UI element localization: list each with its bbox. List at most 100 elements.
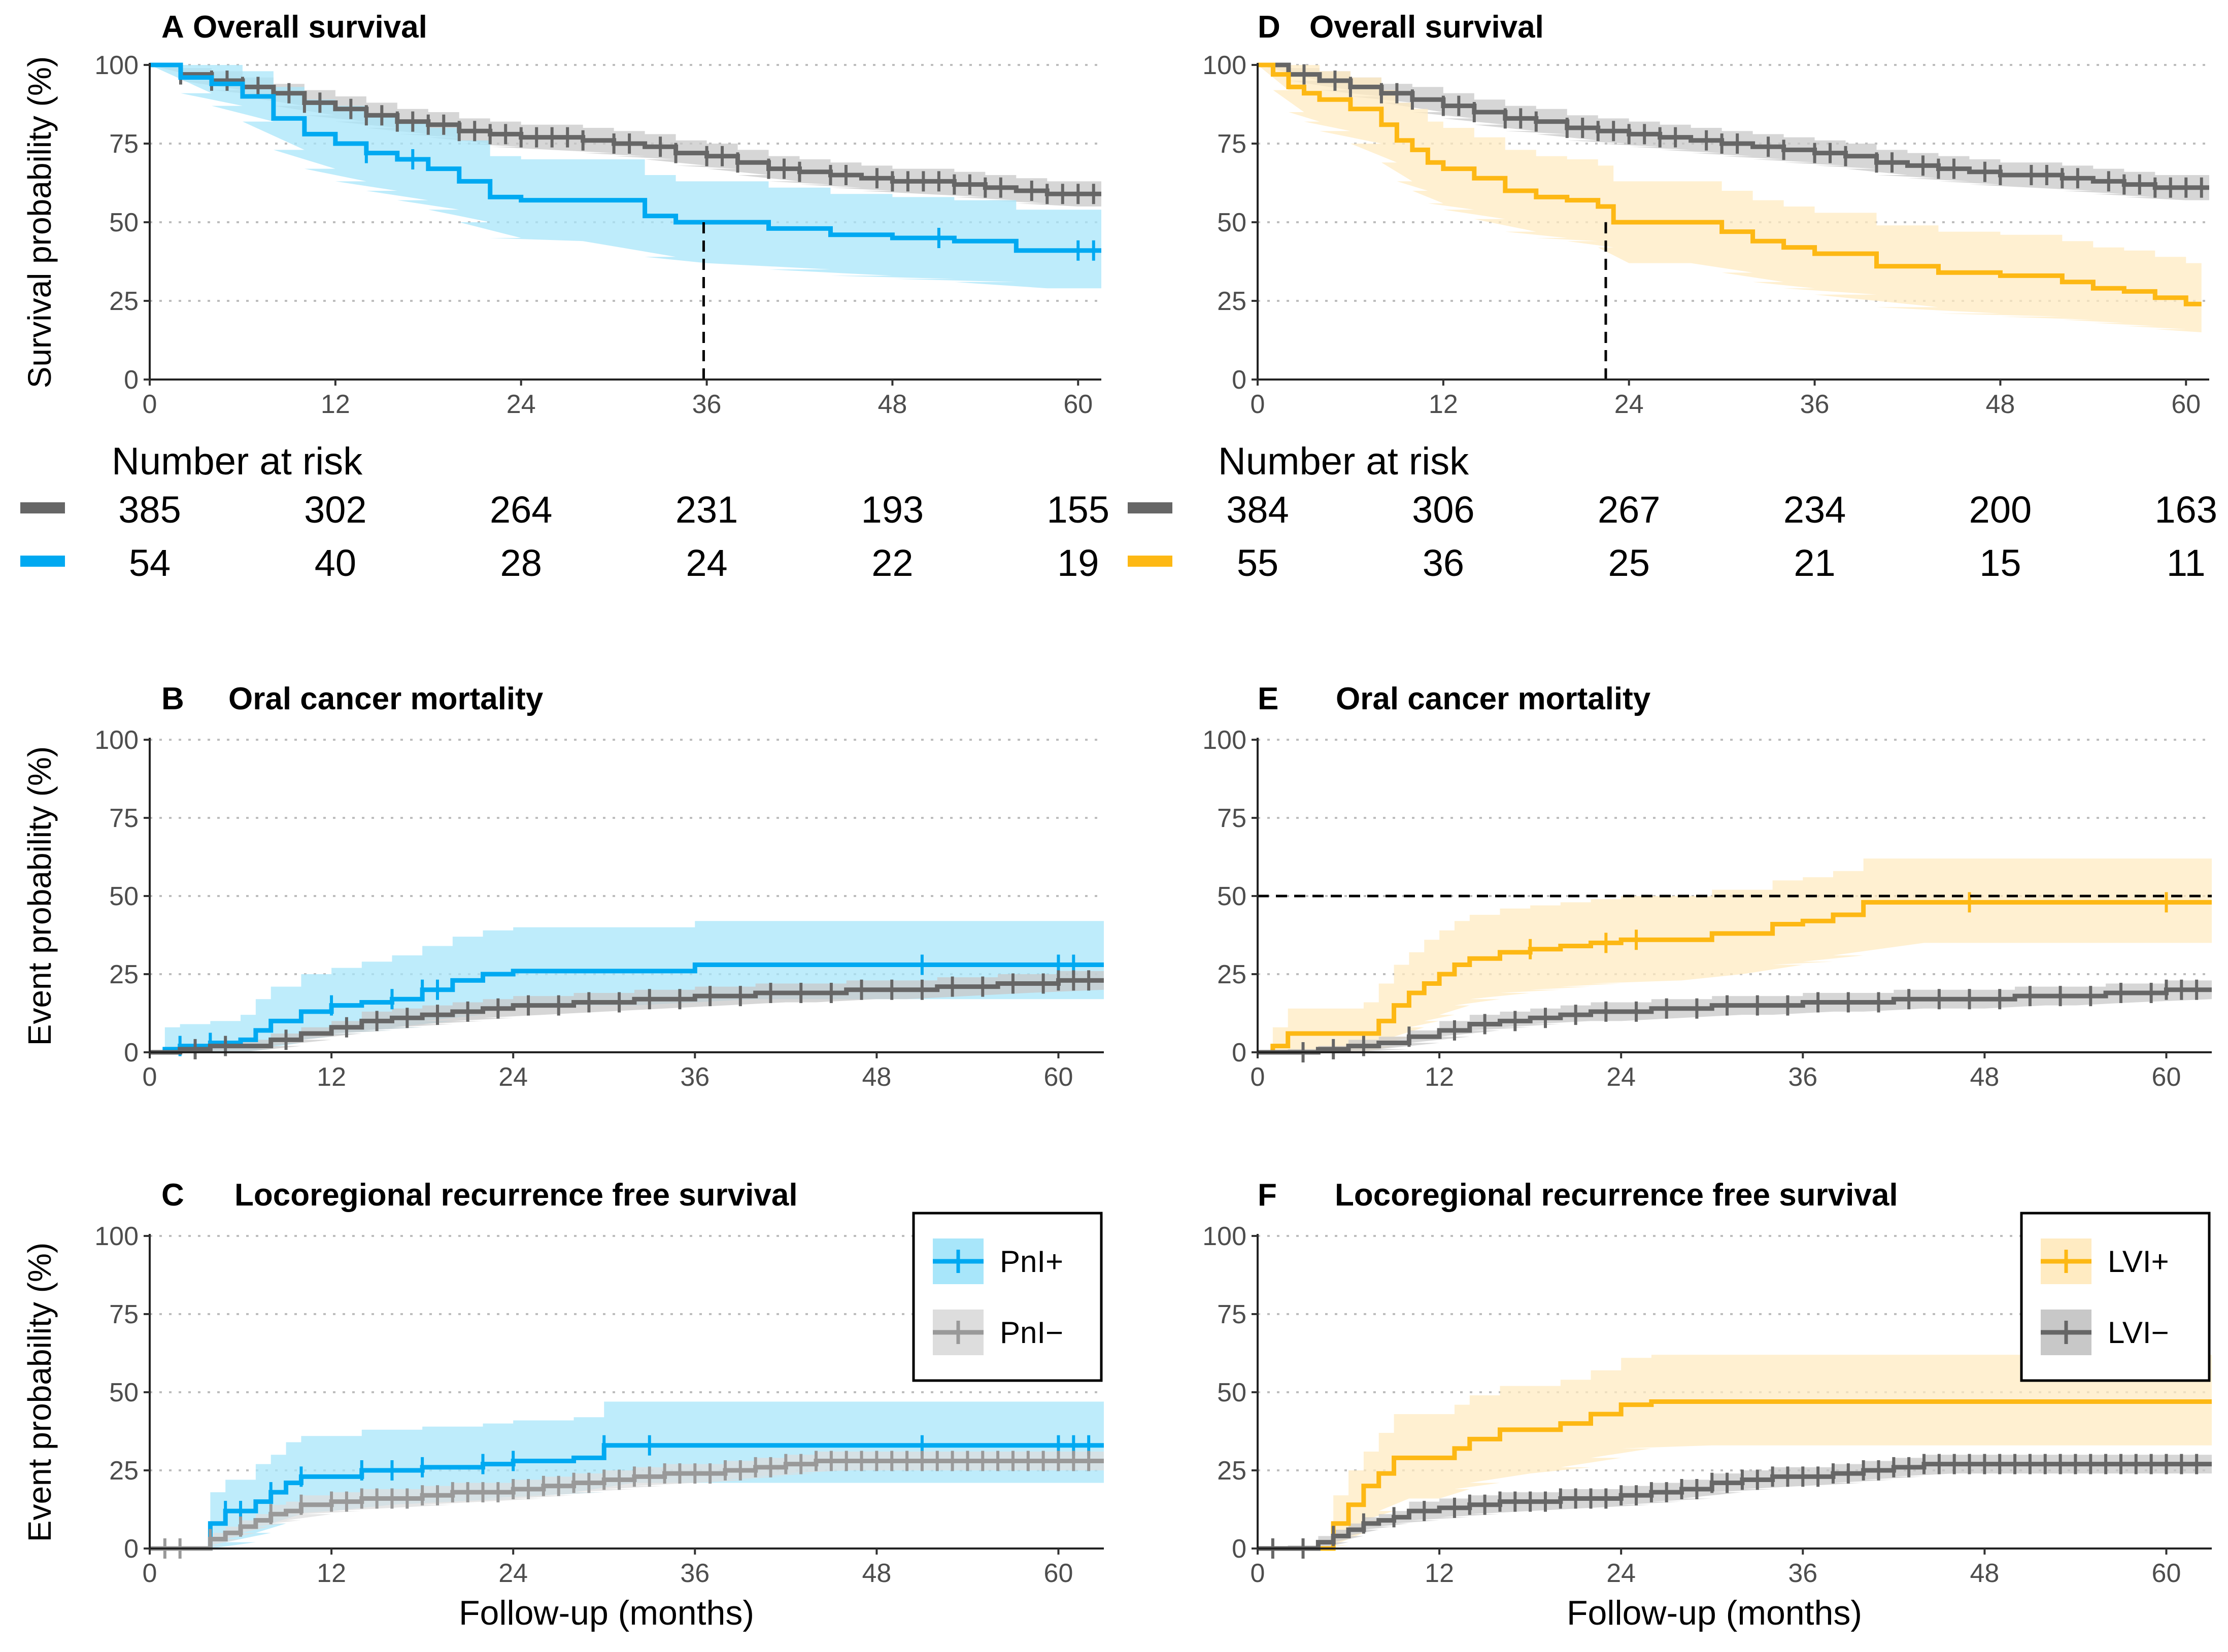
series-line-0 bbox=[1258, 1399, 2212, 1551]
y-tick-label: 0 bbox=[1232, 1038, 1246, 1068]
risk-count: 155 bbox=[1047, 489, 1109, 531]
x-tick-label: 12 bbox=[1425, 1559, 1454, 1588]
x-tick-label: 0 bbox=[143, 1559, 157, 1588]
y-tick-label: 50 bbox=[1217, 1378, 1246, 1407]
risk-count: 267 bbox=[1598, 489, 1660, 531]
risk-count: 306 bbox=[1412, 489, 1474, 531]
y-tick-label: 50 bbox=[109, 208, 139, 237]
panel-label: C bbox=[161, 1178, 184, 1213]
risk-row-key bbox=[20, 556, 65, 567]
risk-count: 264 bbox=[490, 489, 552, 531]
risk-count: 19 bbox=[1057, 542, 1099, 584]
x-tick-label: 24 bbox=[498, 1062, 528, 1092]
risk-table-title: Number at risk bbox=[112, 440, 363, 483]
risk-count: 11 bbox=[2167, 542, 2206, 584]
y-tick-label: 100 bbox=[94, 726, 139, 755]
risk-row-key bbox=[1128, 502, 1172, 513]
y-tick-label: 0 bbox=[124, 365, 139, 395]
risk-table: Number at risk 385 302 264 231 193 155 54 40 28 24… bbox=[20, 440, 1109, 584]
y-tick-label: 75 bbox=[1217, 804, 1246, 833]
x-tick-label: 24 bbox=[1606, 1062, 1636, 1092]
risk-row-key bbox=[20, 502, 65, 513]
x-tick-label: 24 bbox=[1614, 390, 1644, 419]
y-axis-label: Survival probability (%) bbox=[21, 56, 58, 388]
y-tick-label: 25 bbox=[1217, 1456, 1246, 1486]
panel-title: Oral cancer mortality bbox=[228, 681, 544, 716]
ci-band-0 bbox=[150, 65, 1101, 206]
y-axis-label: Event probability (%) bbox=[21, 1243, 58, 1542]
x-tick-label: 48 bbox=[862, 1062, 891, 1092]
y-tick-label: 75 bbox=[109, 129, 139, 159]
risk-count: 36 bbox=[1423, 542, 1464, 584]
risk-count: 385 bbox=[118, 489, 181, 531]
x-tick-label: 48 bbox=[1985, 390, 2015, 419]
risk-table-title: Number at risk bbox=[1218, 440, 1469, 483]
panel-label: D bbox=[1258, 10, 1280, 45]
legend-label: LVI− bbox=[2108, 1316, 2169, 1350]
x-tick-label: 60 bbox=[2171, 390, 2201, 419]
series-line-0 bbox=[1258, 900, 2212, 1055]
y-tick-label: 25 bbox=[1217, 960, 1246, 989]
risk-count: 54 bbox=[129, 542, 171, 584]
panel-D: 0 25 50 75 100 0 12 24 36 48 60 D Overall survival bbox=[1202, 10, 2209, 419]
x-tick-label: 24 bbox=[507, 390, 536, 419]
ci-band-1 bbox=[150, 65, 1101, 289]
risk-count: 163 bbox=[2155, 489, 2217, 531]
series-line-1 bbox=[150, 978, 1104, 1055]
y-tick-label: 25 bbox=[109, 287, 139, 316]
x-tick-label: 12 bbox=[1429, 390, 1458, 419]
y-tick-label: 50 bbox=[109, 882, 139, 911]
x-tick-label: 60 bbox=[1063, 390, 1093, 419]
panel-C: 0 25 50 75 100 0 12 24 36 48 60 C Locoregional recur… bbox=[21, 1178, 1104, 1632]
x-tick-label: 48 bbox=[1970, 1062, 1999, 1092]
y-tick-label: 25 bbox=[1217, 287, 1246, 316]
ci-band-0 bbox=[1258, 65, 2209, 200]
x-tick-label: 48 bbox=[1970, 1559, 1999, 1588]
panel-B: 0 25 50 75 100 0 12 24 36 48 60 B Oral cancer mortal… bbox=[21, 681, 1104, 1092]
x-tick-label: 12 bbox=[317, 1062, 346, 1092]
y-tick-label: 25 bbox=[109, 1456, 139, 1486]
risk-row-key bbox=[1128, 556, 1172, 567]
x-tick-label: 36 bbox=[1788, 1062, 1817, 1092]
legend-label: LVI+ bbox=[2108, 1245, 2169, 1279]
panel-F: 0 25 50 75 100 0 12 24 36 48 60 F Locoregional recur… bbox=[1202, 1178, 2212, 1632]
x-tick-label: 36 bbox=[680, 1559, 710, 1588]
risk-count: 40 bbox=[315, 542, 356, 584]
x-tick-label: 24 bbox=[498, 1559, 528, 1588]
risk-count: 200 bbox=[1969, 489, 2032, 531]
legend-box bbox=[2020, 1212, 2211, 1382]
panel-title: Oral cancer mortality bbox=[1336, 681, 1651, 716]
x-tick-label: 0 bbox=[143, 1062, 157, 1092]
panel-label: E bbox=[1258, 681, 1278, 716]
x-tick-label: 36 bbox=[680, 1062, 710, 1092]
y-tick-label: 75 bbox=[1217, 1300, 1246, 1329]
risk-count: 234 bbox=[1783, 489, 1846, 531]
y-tick-label: 50 bbox=[109, 1378, 139, 1407]
panel-label: F bbox=[1258, 1178, 1277, 1213]
y-tick-label: 25 bbox=[109, 960, 139, 989]
x-axis-label: Follow-up (months) bbox=[1567, 1594, 1862, 1632]
x-tick-label: 60 bbox=[1044, 1062, 1073, 1092]
x-tick-label: 36 bbox=[692, 390, 722, 419]
risk-table: Number at risk 384 306 267 234 200 163 55 36 25 21… bbox=[1128, 440, 2217, 584]
risk-count: 28 bbox=[500, 542, 542, 584]
x-tick-label: 0 bbox=[1251, 1559, 1265, 1588]
panel-A: 0 25 50 75 100 0 12 24 36 48 60 A Overall survival Su… bbox=[21, 10, 1101, 419]
x-tick-label: 60 bbox=[2152, 1062, 2181, 1092]
ci-band-0 bbox=[1258, 858, 2212, 1052]
x-tick-label: 48 bbox=[862, 1559, 891, 1588]
panel-title: Locoregional recurrence free survival bbox=[1335, 1178, 1898, 1213]
risk-count: 384 bbox=[1226, 489, 1289, 531]
x-tick-label: 24 bbox=[1606, 1559, 1636, 1588]
panel-label: A bbox=[161, 10, 184, 45]
risk-count: 22 bbox=[871, 542, 913, 584]
risk-count: 21 bbox=[1794, 542, 1835, 584]
risk-count: 302 bbox=[304, 489, 366, 531]
panel-title: Overall survival bbox=[193, 10, 427, 45]
risk-count: 25 bbox=[1608, 542, 1650, 584]
x-tick-label: 0 bbox=[1251, 390, 1265, 419]
x-tick-label: 12 bbox=[1425, 1062, 1454, 1092]
panel-E: 0 25 50 75 100 0 12 24 36 48 60 E Oral cancer mortal… bbox=[1202, 681, 2212, 1092]
y-tick-label: 0 bbox=[124, 1038, 139, 1068]
